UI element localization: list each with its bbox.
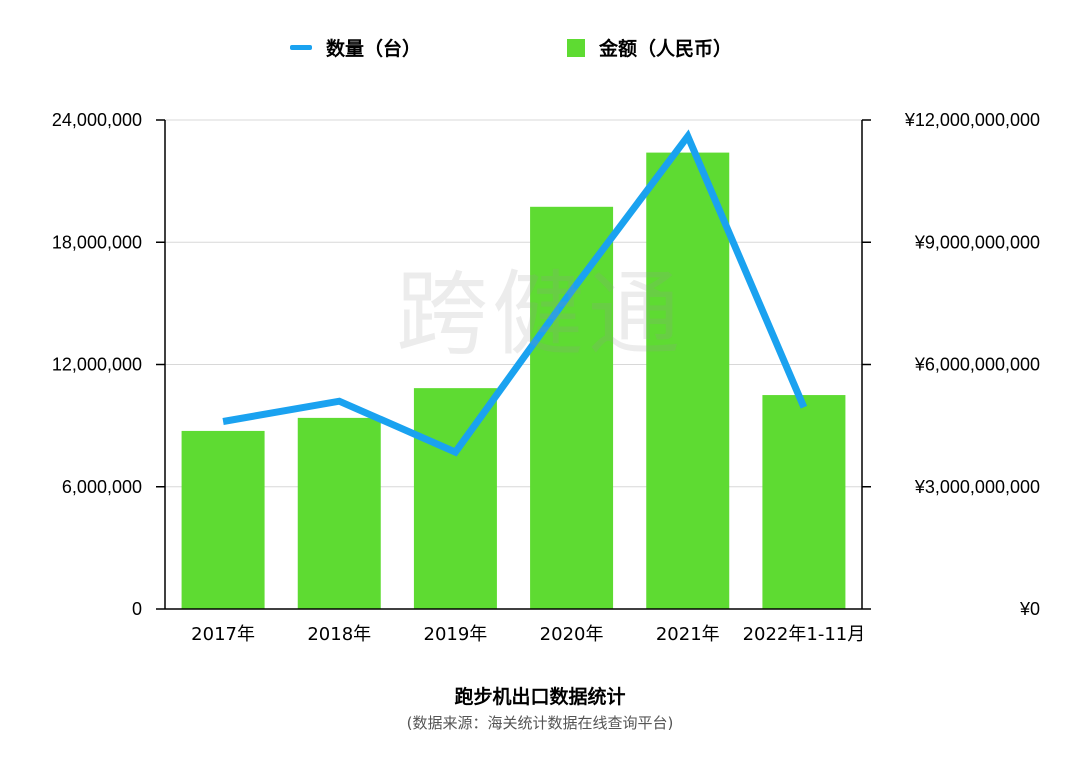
right-axis-tick-label: ¥12,000,000,000 xyxy=(904,110,1040,130)
bar xyxy=(762,395,846,609)
left-axis-tick-label: 18,000,000 xyxy=(52,232,142,252)
legend-label-quantity: 数量（台） xyxy=(326,38,422,60)
legend: 数量（台） 金额（人民币） xyxy=(0,34,1080,64)
legend-item-quantity[interactable]: 数量（台） xyxy=(290,34,421,61)
legend-bar-swatch xyxy=(567,38,585,57)
x-axis-category-label: 2020年 xyxy=(540,624,604,645)
right-axis-tick-label: ¥3,000,000,000 xyxy=(914,477,1040,497)
left-axis-tick-label: 12,000,000 xyxy=(52,355,142,375)
x-axis-category-label: 2022年1-11月 xyxy=(743,624,866,645)
left-axis-tick-label: 0 xyxy=(132,599,142,619)
legend-line-swatch xyxy=(290,45,312,50)
line-series-quantity xyxy=(222,129,808,457)
bar xyxy=(646,152,730,609)
x-axis-category-label: 2018年 xyxy=(307,624,371,645)
x-axis-category-label: 2021年 xyxy=(656,624,720,645)
left-axis-tick-label: 24,000,000 xyxy=(52,110,142,130)
bar xyxy=(297,417,381,609)
x-axis-category-label: 2017年 xyxy=(191,624,255,645)
legend-item-amount[interactable]: 金额（人民币） xyxy=(567,34,732,61)
bar xyxy=(413,388,497,609)
left-axis-tick-label: 6,000,000 xyxy=(62,477,142,497)
right-axis-tick-label: ¥6,000,000,000 xyxy=(914,355,1040,375)
chart-title: 跑步机出口数据统计 xyxy=(454,686,626,708)
bar xyxy=(181,430,265,609)
chart-source-note: (数据来源：海关统计数据在线查询平台) xyxy=(406,714,674,732)
legend-label-amount: 金额（人民币） xyxy=(599,38,733,60)
right-axis-tick-label: ¥0 xyxy=(1019,599,1040,619)
right-axis-tick-label: ¥9,000,000,000 xyxy=(914,232,1040,252)
x-axis-category-label: 2019年 xyxy=(424,624,488,645)
bar xyxy=(530,206,614,610)
